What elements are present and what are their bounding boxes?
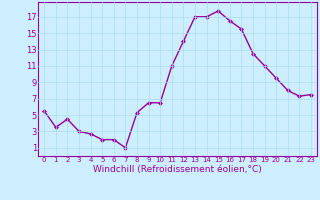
X-axis label: Windchill (Refroidissement éolien,°C): Windchill (Refroidissement éolien,°C)	[93, 165, 262, 174]
